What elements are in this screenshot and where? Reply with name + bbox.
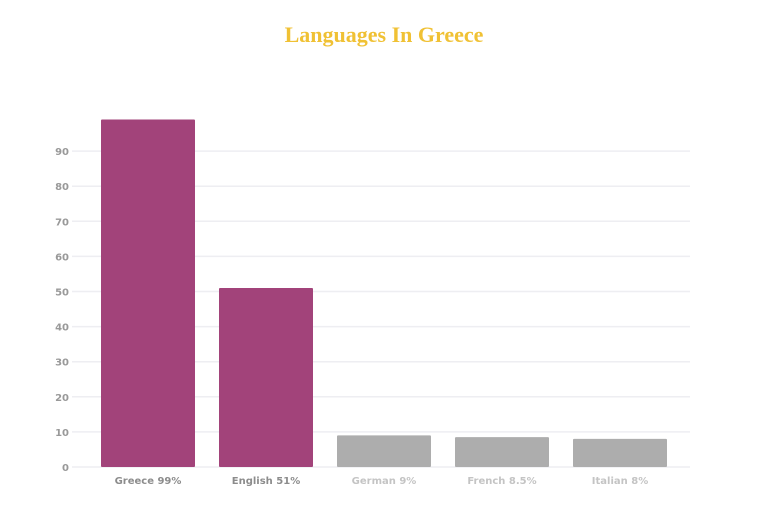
- y-tick-label: 40: [55, 323, 69, 334]
- x-category-label: French 8.5%: [467, 476, 536, 487]
- x-category-label: Italian 8%: [592, 476, 648, 487]
- y-tick-label: 50: [55, 288, 69, 299]
- y-tick-label: 30: [55, 358, 69, 369]
- x-category-label: Greece 99%: [115, 476, 182, 487]
- x-category-label: English 51%: [232, 476, 300, 487]
- y-tick-label: 70: [55, 217, 69, 228]
- chart-title: Languages In Greece: [284, 22, 484, 47]
- bar-english: [219, 287, 313, 467]
- bar-greece: [101, 119, 195, 467]
- bar-italian: [573, 438, 667, 467]
- y-tick-label: 80: [55, 182, 69, 193]
- x-category-label: German 9%: [352, 476, 417, 487]
- y-tick-label: 10: [55, 428, 69, 439]
- bar-german: [337, 435, 431, 467]
- y-tick-label: 0: [62, 463, 69, 474]
- y-tick-label: 60: [55, 252, 69, 263]
- y-tick-label: 20: [55, 393, 69, 404]
- bar-french: [455, 437, 549, 467]
- y-tick-label: 90: [55, 147, 69, 158]
